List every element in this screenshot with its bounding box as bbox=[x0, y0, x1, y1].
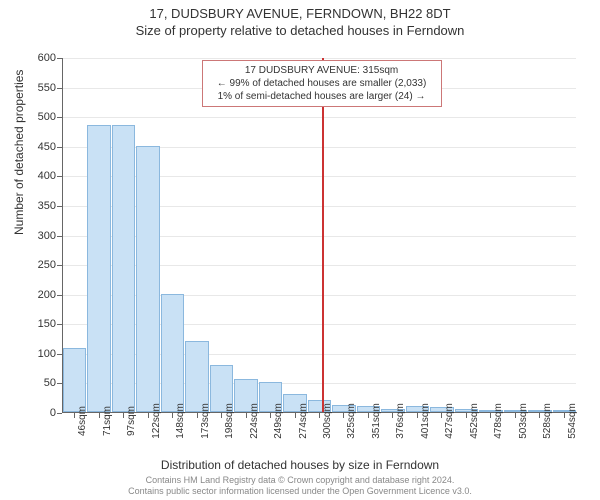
bar bbox=[63, 348, 86, 412]
ytick-label: 550 bbox=[26, 82, 56, 94]
xtick-mark bbox=[515, 413, 516, 418]
xtick-label: 46sqm bbox=[77, 406, 88, 436]
ytick-label: 200 bbox=[26, 289, 56, 301]
ytick-label: 300 bbox=[26, 230, 56, 242]
xtick-label: 122sqm bbox=[151, 403, 162, 439]
annotation-line3: 1% of semi-detached houses are larger (2… bbox=[209, 90, 435, 103]
xtick-mark bbox=[172, 413, 173, 418]
ytick-label: 450 bbox=[26, 141, 56, 153]
xtick-mark bbox=[368, 413, 369, 418]
xtick-mark bbox=[417, 413, 418, 418]
ytick-mark bbox=[57, 88, 62, 89]
xtick-mark bbox=[343, 413, 344, 418]
xtick-mark bbox=[99, 413, 100, 418]
ytick-mark bbox=[57, 265, 62, 266]
xtick-mark bbox=[441, 413, 442, 418]
xtick-mark bbox=[564, 413, 565, 418]
xtick-label: 300sqm bbox=[322, 403, 333, 439]
bars-container bbox=[63, 58, 576, 412]
footer-line1: Contains HM Land Registry data © Crown c… bbox=[0, 475, 600, 487]
ytick-label: 150 bbox=[26, 318, 56, 330]
ytick-mark bbox=[57, 354, 62, 355]
footer: Contains HM Land Registry data © Crown c… bbox=[0, 475, 600, 498]
ytick-mark bbox=[57, 236, 62, 237]
bar bbox=[161, 294, 184, 412]
annotation-line1: 17 DUDSBURY AVENUE: 315sqm bbox=[209, 64, 435, 77]
xtick-mark bbox=[539, 413, 540, 418]
xtick-mark bbox=[295, 413, 296, 418]
x-axis-label: Distribution of detached houses by size … bbox=[0, 458, 600, 472]
xtick-label: 249sqm bbox=[273, 403, 284, 439]
ytick-mark bbox=[57, 176, 62, 177]
footer-line2: Contains public sector information licen… bbox=[0, 486, 600, 498]
xtick-label: 554sqm bbox=[567, 403, 578, 439]
xtick-label: 478sqm bbox=[493, 403, 504, 439]
annotation-box: 17 DUDSBURY AVENUE: 315sqm ← 99% of deta… bbox=[202, 60, 442, 107]
plot-area: 17 DUDSBURY AVENUE: 315sqm ← 99% of deta… bbox=[62, 58, 576, 413]
xtick-label: 452sqm bbox=[469, 403, 480, 439]
chart-titles: 17, DUDSBURY AVENUE, FERNDOWN, BH22 8DT … bbox=[0, 0, 600, 38]
ytick-label: 350 bbox=[26, 200, 56, 212]
xtick-label: 325sqm bbox=[346, 403, 357, 439]
ytick-mark bbox=[57, 58, 62, 59]
ytick-mark bbox=[57, 324, 62, 325]
xtick-label: 351sqm bbox=[371, 403, 382, 439]
annotation-line2: ← 99% of detached houses are smaller (2,… bbox=[209, 77, 435, 90]
xtick-label: 401sqm bbox=[420, 403, 431, 439]
y-axis-label: Number of detached properties bbox=[12, 70, 26, 235]
marker-line bbox=[322, 58, 324, 412]
ytick-label: 400 bbox=[26, 170, 56, 182]
ytick-label: 250 bbox=[26, 259, 56, 271]
ytick-mark bbox=[57, 117, 62, 118]
bar bbox=[136, 146, 159, 412]
xtick-label: 224sqm bbox=[249, 403, 260, 439]
xtick-mark bbox=[270, 413, 271, 418]
xtick-label: 528sqm bbox=[542, 403, 553, 439]
chart-area: 17 DUDSBURY AVENUE: 315sqm ← 99% of deta… bbox=[62, 58, 576, 413]
ytick-label: 600 bbox=[26, 52, 56, 64]
xtick-mark bbox=[246, 413, 247, 418]
xtick-label: 274sqm bbox=[298, 403, 309, 439]
xtick-mark bbox=[74, 413, 75, 418]
ytick-mark bbox=[57, 295, 62, 296]
xtick-label: 427sqm bbox=[444, 403, 455, 439]
bar bbox=[185, 341, 208, 412]
ytick-label: 50 bbox=[26, 377, 56, 389]
xtick-label: 71sqm bbox=[102, 406, 113, 436]
xtick-label: 97sqm bbox=[126, 406, 137, 436]
xtick-label: 198sqm bbox=[224, 403, 235, 439]
xtick-mark bbox=[123, 413, 124, 418]
ytick-mark bbox=[57, 206, 62, 207]
bar bbox=[112, 125, 135, 412]
sub-title: Size of property relative to detached ho… bbox=[0, 23, 600, 38]
xtick-label: 376sqm bbox=[395, 403, 406, 439]
xtick-mark bbox=[466, 413, 467, 418]
ytick-label: 100 bbox=[26, 348, 56, 360]
xtick-mark bbox=[197, 413, 198, 418]
xtick-mark bbox=[490, 413, 491, 418]
xtick-mark bbox=[319, 413, 320, 418]
ytick-mark bbox=[57, 147, 62, 148]
ytick-label: 0 bbox=[26, 407, 56, 419]
xtick-mark bbox=[392, 413, 393, 418]
ytick-mark bbox=[57, 383, 62, 384]
xtick-mark bbox=[148, 413, 149, 418]
ytick-label: 500 bbox=[26, 111, 56, 123]
ytick-mark bbox=[57, 413, 62, 414]
xtick-label: 148sqm bbox=[175, 403, 186, 439]
xtick-label: 503sqm bbox=[518, 403, 529, 439]
xtick-label: 173sqm bbox=[200, 403, 211, 439]
bar bbox=[87, 125, 110, 412]
xtick-mark bbox=[221, 413, 222, 418]
main-title: 17, DUDSBURY AVENUE, FERNDOWN, BH22 8DT bbox=[0, 6, 600, 21]
